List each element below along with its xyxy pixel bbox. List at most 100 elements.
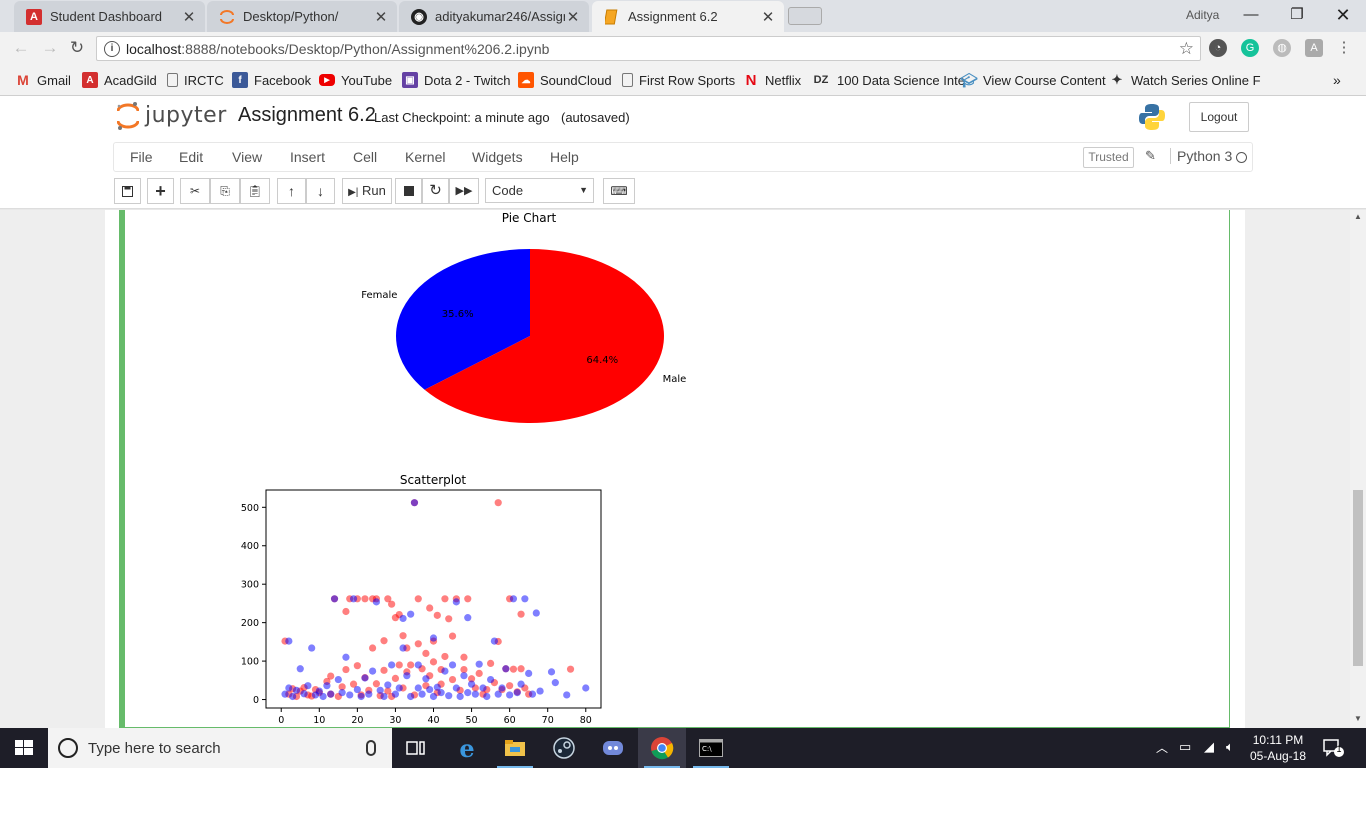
close-tab-icon[interactable]: ✕ <box>182 8 196 26</box>
menu-view[interactable]: View <box>232 149 263 165</box>
save-icon[interactable] <box>114 178 141 204</box>
logout-button[interactable]: Logout <box>1189 102 1249 132</box>
move-up-icon[interactable]: ↑ <box>277 178 306 204</box>
bookmark-dzone[interactable]: DZ 100 Data Science Inte <box>811 71 965 89</box>
system-clock[interactable]: 10:11 PM 05-Aug-18 <box>1246 732 1310 764</box>
bookmark-netflix[interactable]: N Netflix <box>743 71 802 89</box>
close-tab-icon[interactable]: ✕ <box>374 8 388 26</box>
bookmark-gmail[interactable]: M Gmail <box>15 71 71 89</box>
task-view-icon[interactable] <box>392 728 440 768</box>
bookmark-irctc[interactable]: IRCTC <box>167 71 224 89</box>
close-window-icon[interactable]: ✕ <box>1335 5 1351 25</box>
tab-desktop-python[interactable]: Desktop/Python/ ✕ <box>207 1 397 32</box>
chrome-menu-icon[interactable]: ⋮ <box>1336 39 1352 56</box>
bookmark-facebook[interactable]: f Facebook <box>232 71 311 89</box>
menu-help[interactable]: Help <box>550 149 579 165</box>
menu-kernel[interactable]: Kernel <box>405 149 446 165</box>
paste-icon[interactable]: 📋︎ <box>240 178 270 204</box>
keyboard-icon[interactable]: ⌨ <box>603 178 635 204</box>
acadgild-icon: A <box>82 72 98 88</box>
bookmark-soundcloud[interactable]: ☁ SoundCloud <box>518 71 612 89</box>
microphone-icon[interactable] <box>366 740 376 756</box>
scatter-point-red <box>448 632 457 640</box>
bookmark-youtube[interactable]: ▶ YouTube <box>319 71 392 89</box>
scroll-down-icon[interactable]: ▼ <box>1354 714 1362 723</box>
reload-icon[interactable]: ↻ <box>69 38 85 57</box>
taskbar-search[interactable]: Type here to search <box>48 728 392 768</box>
volume-icon[interactable]: 🔈︎ <box>1226 739 1234 754</box>
copy-icon[interactable]: ⎘ <box>210 178 240 204</box>
scrollbar-thumb[interactable] <box>1353 490 1363 666</box>
tab-student-dashboard[interactable]: A Student Dashboard ✕ <box>14 1 205 32</box>
extension-icon[interactable]: A <box>1305 39 1323 57</box>
scatter-point-blue <box>475 660 483 668</box>
kernel-name[interactable]: Python 3 <box>1170 148 1232 164</box>
edge-icon[interactable]: e <box>459 733 475 763</box>
globe-extension-icon[interactable]: ◍ <box>1273 39 1291 57</box>
scroll-up-icon[interactable]: ▲ <box>1354 212 1362 221</box>
scatter-point-red <box>429 658 438 666</box>
menu-file[interactable]: File <box>130 149 153 165</box>
scatter-point-red <box>342 607 350 616</box>
bookmark-label: AcadGild <box>104 72 157 88</box>
bookmark-star-icon[interactable]: ☆ <box>1178 38 1194 58</box>
tray-overflow-icon[interactable]: ︿ <box>1156 741 1169 755</box>
x-tick-label: 60 <box>504 715 516 726</box>
notebook-name[interactable]: Assignment 6.2 <box>238 104 376 126</box>
tab-title: Student Dashboard <box>50 9 163 24</box>
file-explorer-icon[interactable] <box>491 728 539 768</box>
cut-icon[interactable]: ✂ <box>180 178 210 204</box>
selected-cell[interactable]: Pie Chart 35.6% Female 64.4% Male Scatterpl… <box>119 210 1230 728</box>
scatter-point-red <box>494 499 502 507</box>
jupyter-logo[interactable]: jupyter <box>116 101 227 130</box>
move-down-icon[interactable]: ↓ <box>306 178 335 204</box>
bookmark-twitch[interactable]: ▣ Dota 2 - Twitch <box>402 71 510 89</box>
close-tab-icon[interactable]: ✕ <box>761 8 775 26</box>
menu-cell[interactable]: Cell <box>353 149 378 165</box>
scatter-point-red <box>361 595 369 603</box>
address-bar[interactable]: i localhost:8888/notebooks/Desktop/Pytho… <box>96 36 1201 61</box>
minimize-icon[interactable]: — <box>1243 6 1259 23</box>
chrome-icon[interactable] <box>638 728 686 768</box>
grammarly-icon[interactable]: G <box>1241 39 1259 57</box>
run-button[interactable]: ▶| Run <box>342 178 392 204</box>
windows-start-icon[interactable] <box>0 728 48 768</box>
forward-arrow-icon[interactable]: → <box>41 38 59 57</box>
wifi-icon[interactable]: ◢ <box>1204 739 1214 754</box>
cell-type-select[interactable]: Code ▼ <box>485 178 594 203</box>
tab-github[interactable]: ◉ adityakumar246/Assignm ✕ <box>399 1 589 32</box>
discord-icon[interactable] <box>589 728 637 768</box>
scatter-point-blue <box>433 683 441 691</box>
profile-name[interactable]: Aditya <box>1186 8 1220 22</box>
trusted-indicator[interactable]: Trusted <box>1083 147 1134 168</box>
stop-icon[interactable] <box>395 178 422 204</box>
page-scrollbar[interactable]: ▲ ▼ <box>1350 210 1366 728</box>
menu-insert[interactable]: Insert <box>290 149 326 165</box>
bookmark-course-content[interactable]: 🎓︎ View Course Content <box>960 71 1106 89</box>
menu-edit[interactable]: Edit <box>179 149 204 165</box>
restore-icon[interactable]: ❐ <box>1290 6 1304 23</box>
fast-forward-icon[interactable]: ▶▶ <box>449 178 479 204</box>
edit-pencil-icon[interactable]: ✎ <box>1145 148 1156 163</box>
bookmark-first-row-sports[interactable]: First Row Sports <box>622 71 735 89</box>
scatter-point-blue <box>346 691 354 699</box>
scatter-point-blue <box>414 661 422 669</box>
bookmark-acadgild[interactable]: A AcadGild <box>82 71 157 89</box>
new-tab-button[interactable] <box>788 7 822 25</box>
tab-assignment[interactable]: Assignment 6.2 ✕ <box>592 1 784 32</box>
battery-icon[interactable]: ▭ <box>1179 739 1192 754</box>
command-prompt-icon[interactable]: C:\ <box>687 728 735 768</box>
back-arrow-icon[interactable]: ← <box>12 38 30 57</box>
site-info-icon[interactable]: i <box>104 40 120 57</box>
bookmark-watch-series[interactable]: ✦ Watch Series Online F <box>1109 71 1261 89</box>
url-text[interactable]: localhost:8888/notebooks/Desktop/Python/… <box>126 40 550 57</box>
menu-widgets[interactable]: Widgets <box>472 149 523 165</box>
add-cell-icon[interactable]: + <box>147 178 174 204</box>
scatter-point-red <box>414 595 422 603</box>
more-bookmarks-icon[interactable]: » <box>1333 72 1341 88</box>
speedometer-extension-icon[interactable]: ◔ <box>1209 39 1227 57</box>
close-tab-icon[interactable]: ✕ <box>566 8 580 26</box>
restart-icon[interactable]: ↻ <box>422 178 449 204</box>
action-center-icon[interactable]: 1 <box>1322 738 1344 758</box>
steam-icon[interactable] <box>540 728 588 768</box>
